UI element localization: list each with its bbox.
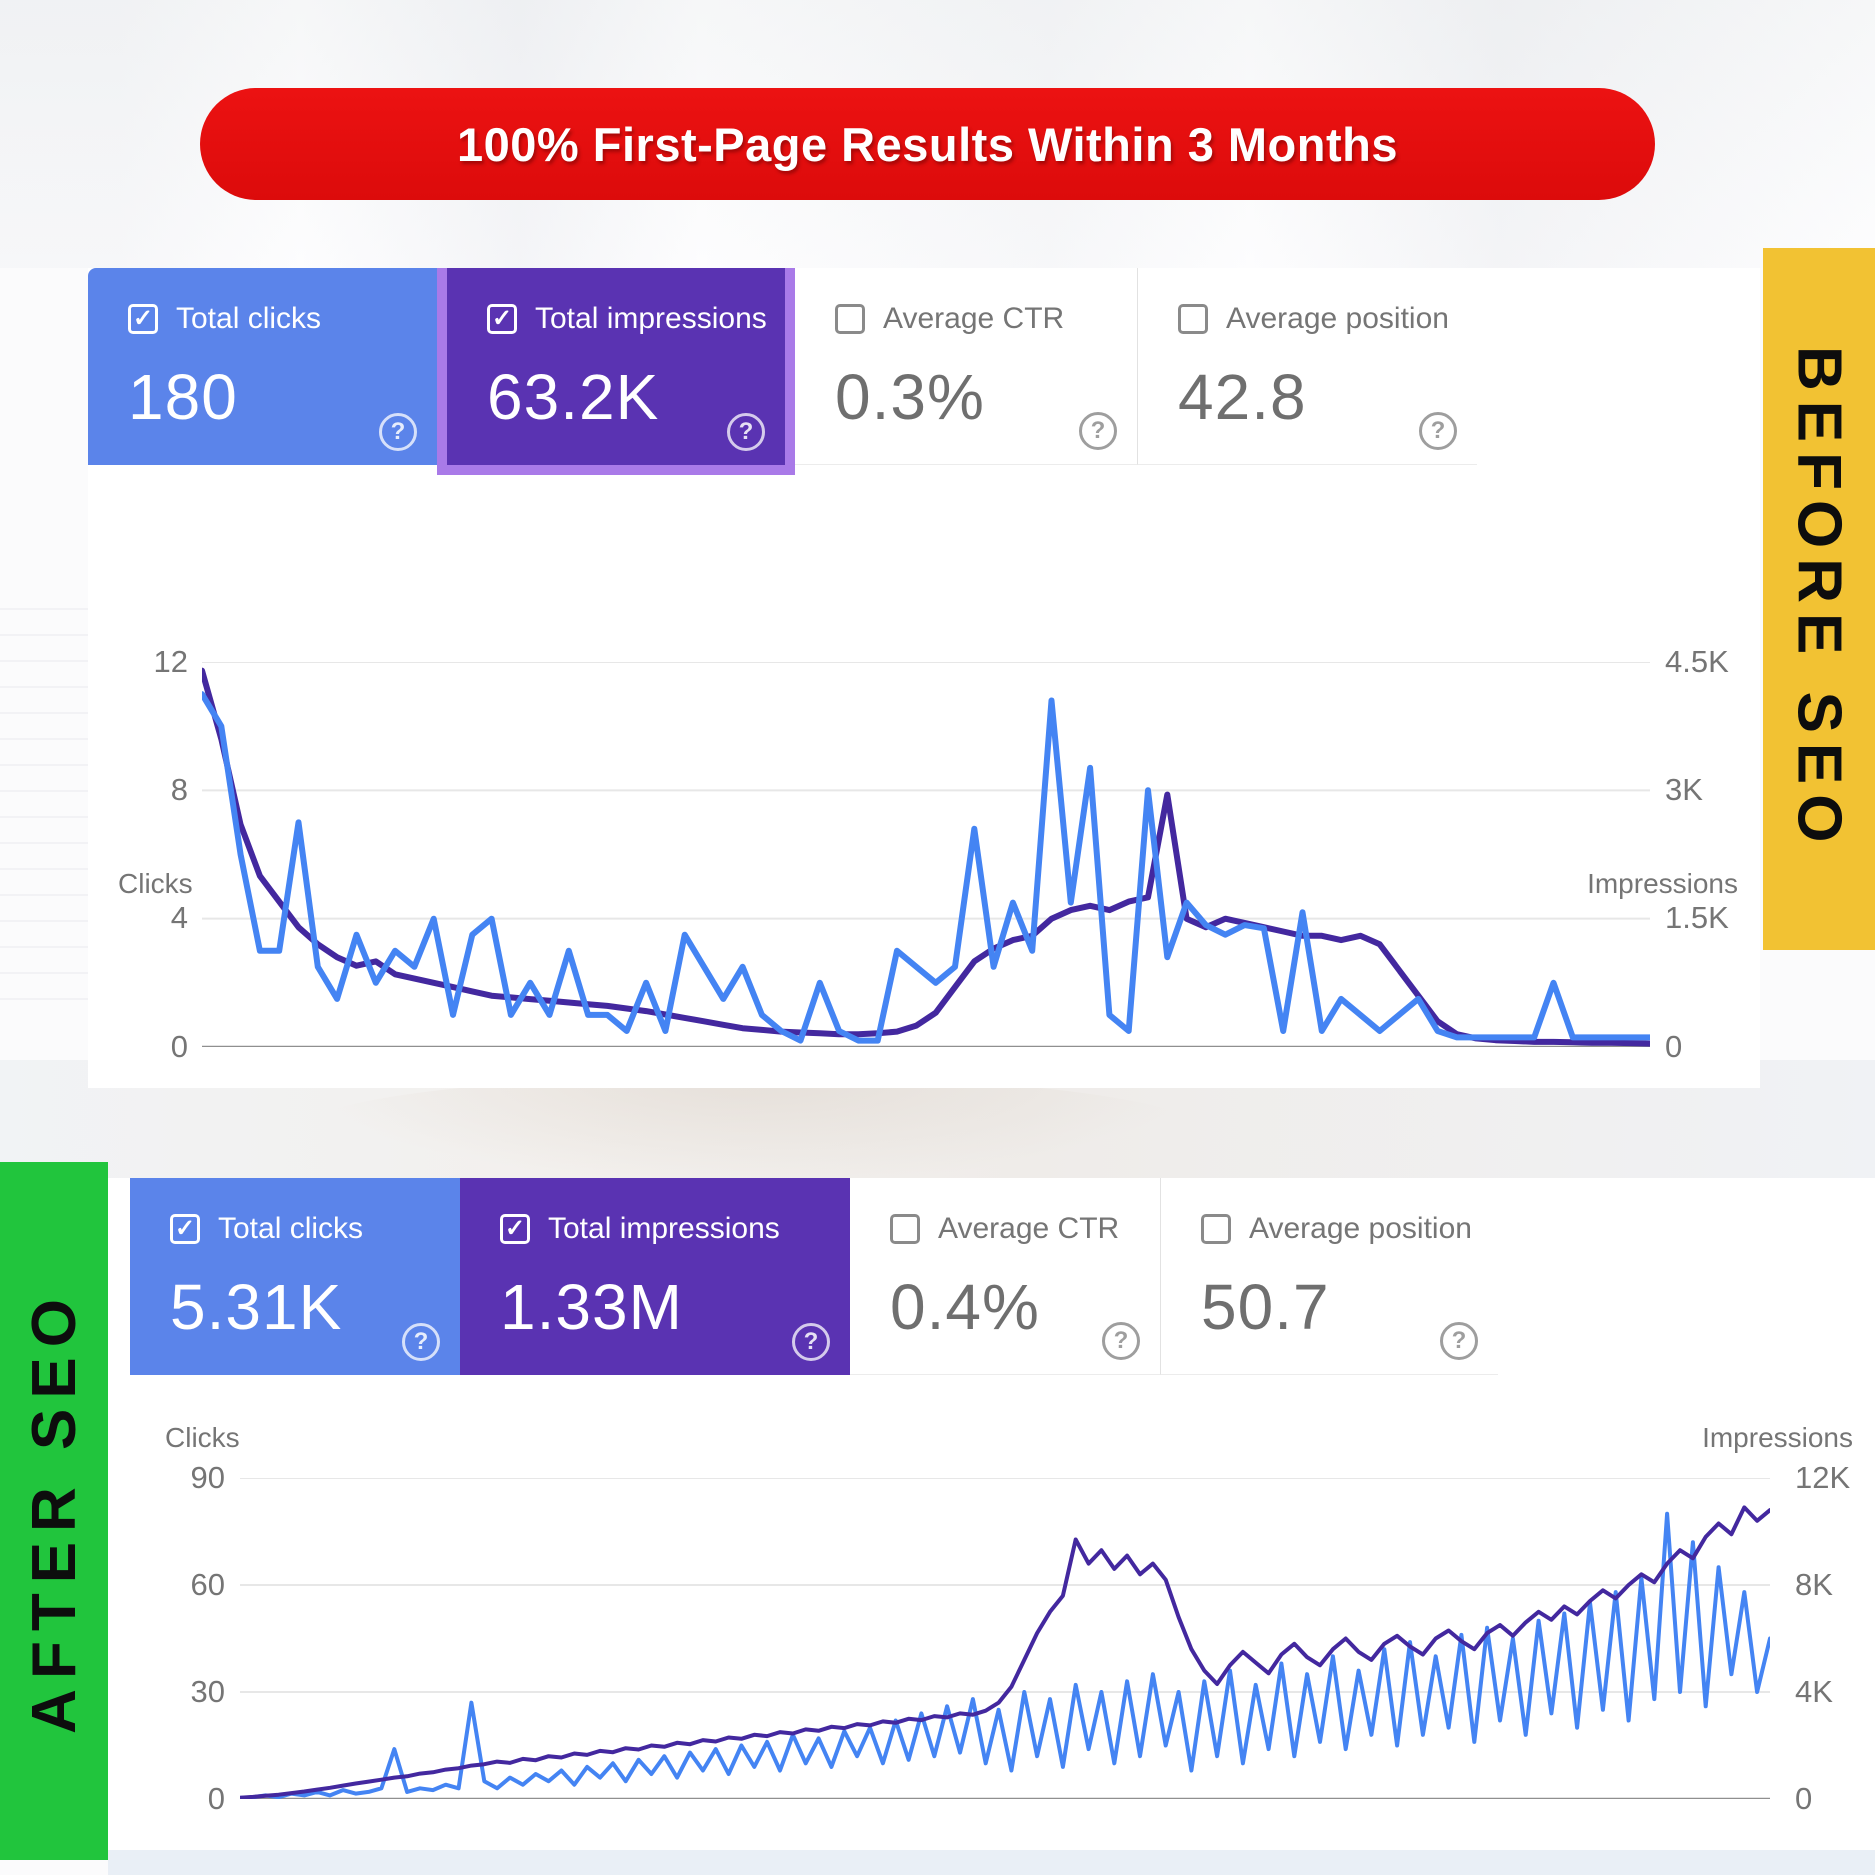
checkbox-checked-icon[interactable]: ✓ [170,1214,200,1244]
metric-value: 5.31K [170,1271,343,1343]
metric-label: Total clicks [218,1212,364,1245]
checkbox-checked-icon[interactable]: ✓ [487,304,517,334]
after-seo-panel: ✓ Total clicks 5.31K ? ✓ Total impressio… [108,1178,1875,1850]
axis-tick: 90 [190,1460,225,1495]
help-icon[interactable]: ? [1079,412,1117,450]
metric-value: 0.4% [890,1271,1040,1343]
axis-tick: 3K [1665,772,1703,807]
metric-label: Average CTR [883,302,1065,335]
before-seo-ribbon-label: BEFORE SEO [1784,345,1854,853]
axis-tick: 60 [190,1567,225,1602]
total-clicks-card-after[interactable]: ✓ Total clicks 5.31K ? [130,1178,460,1375]
metric-value: 63.2K [487,361,660,433]
total-impressions-card-outline: ✓ Total impressions 63.2K ? [437,268,795,475]
performance-chart-after [240,1478,1770,1799]
axis-tick: 12K [1795,1460,1851,1495]
axis-tick: 4 [170,900,188,935]
performance-chart-before [202,662,1650,1047]
axis-tick: 30 [190,1674,225,1709]
background-hands-photo [300,1075,1200,1185]
average-position-card-after[interactable]: Average position 50.7 ? [1160,1178,1498,1375]
metric-label: Average position [1249,1212,1472,1245]
axis-tick: 0 [170,1029,188,1064]
line-chart [240,1478,1770,1799]
before-seo-ribbon: BEFORE SEO [1763,248,1875,950]
metric-label: Total clicks [176,302,322,335]
checkbox-unchecked-icon[interactable] [890,1214,920,1244]
help-icon[interactable]: ? [402,1323,440,1361]
help-icon[interactable]: ? [1102,1322,1140,1360]
help-icon[interactable]: ? [727,413,765,451]
axis-tick: 1.5K [1665,900,1729,935]
metric-value: 0.3% [835,361,985,433]
metric-label: Total impressions [548,1212,780,1245]
help-icon[interactable]: ? [1440,1322,1478,1360]
average-position-card-before[interactable]: Average position 42.8 ? [1137,268,1477,465]
after-seo-ribbon: AFTER SEO [0,1162,108,1860]
headline-banner: 100% First-Page Results Within 3 Months [200,88,1655,200]
checkbox-checked-icon[interactable]: ✓ [500,1214,530,1244]
total-impressions-card-before[interactable]: ✓ Total impressions 63.2K ? [447,268,785,465]
background-sketch [0,600,88,1000]
axis-tick: 4.5K [1665,644,1729,679]
axis-tick: 12 [153,644,188,679]
axis-tick: 4K [1795,1674,1833,1709]
axis-tick: 0 [1665,1029,1683,1064]
average-ctr-card-after[interactable]: Average CTR 0.4% ? [850,1178,1160,1375]
checkbox-unchecked-icon[interactable] [1178,304,1208,334]
line-chart [202,662,1650,1047]
headline-text: 100% First-Page Results Within 3 Months [457,117,1398,171]
metric-value: 180 [128,361,238,433]
help-icon[interactable]: ? [1419,412,1457,450]
checkbox-unchecked-icon[interactable] [1201,1214,1231,1244]
before-seo-panel: ✓ Total clicks 180 ? ✓ Total impressions… [88,268,1760,1088]
metric-label: Average CTR [938,1212,1120,1245]
help-icon[interactable]: ? [379,413,417,451]
axis-tick: 0 [1795,1781,1813,1816]
after-seo-ribbon-label: AFTER SEO [19,1288,89,1734]
clicks-axis-label: Clicks [165,1422,240,1453]
total-clicks-card-before[interactable]: ✓ Total clicks 180 ? [88,268,437,465]
metric-value: 42.8 [1178,361,1307,433]
metric-value: 50.7 [1201,1271,1330,1343]
checkbox-checked-icon[interactable]: ✓ [128,304,158,334]
clicks-axis-label: Clicks [118,868,193,899]
axis-tick: 8K [1795,1567,1833,1602]
average-ctr-card-before[interactable]: Average CTR 0.3% ? [795,268,1137,465]
bottom-strip [108,1848,1875,1875]
metric-value: 1.33M [500,1271,683,1343]
impressions-axis-label: Impressions [1587,868,1738,899]
impressions-axis-label: Impressions [1702,1422,1853,1453]
metric-label: Average position [1226,302,1449,335]
axis-tick: 0 [207,1781,225,1816]
help-icon[interactable]: ? [792,1323,830,1361]
total-impressions-card-after[interactable]: ✓ Total impressions 1.33M ? [460,1178,850,1375]
axis-tick: 8 [170,772,188,807]
metric-label: Total impressions [535,302,767,335]
checkbox-unchecked-icon[interactable] [835,304,865,334]
